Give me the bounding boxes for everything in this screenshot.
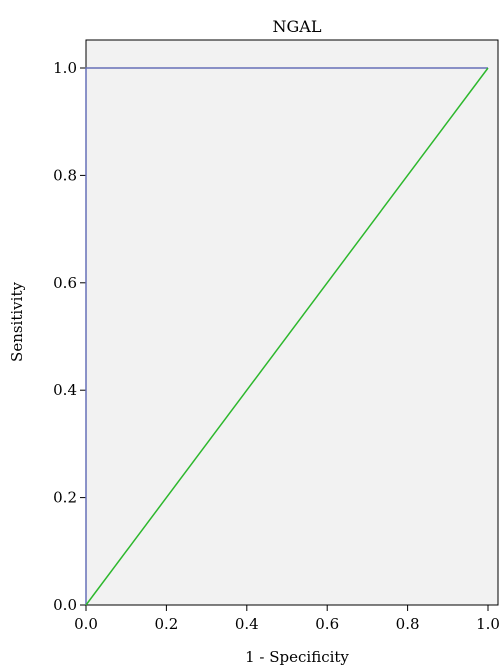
x-tick-label: 0.4 <box>235 615 259 633</box>
x-axis: 0.0 0.2 0.4 0.6 0.8 1.0 <box>74 605 499 633</box>
x-axis-label: 1 - Specificity <box>245 648 349 666</box>
y-tick-label: 0.4 <box>53 381 77 399</box>
x-tick-label: 1.0 <box>476 615 499 633</box>
plot-area <box>85 39 499 606</box>
reference-diagonal-line <box>85 67 489 606</box>
y-tick-label: 0.2 <box>53 489 77 507</box>
y-tick-label: 1.0 <box>53 59 77 77</box>
x-tick-label: 0.8 <box>396 615 420 633</box>
y-tick-label: 0.6 <box>53 274 77 292</box>
chart-title: NGAL <box>273 17 322 36</box>
y-axis-label: Sensitivity <box>8 282 26 362</box>
y-tick-label: 0.8 <box>53 166 77 184</box>
series-lines <box>85 67 489 606</box>
x-tick-label: 0.0 <box>74 615 98 633</box>
x-tick-label: 0.2 <box>154 615 178 633</box>
y-axis: 0.0 0.2 0.4 0.6 0.8 1.0 <box>53 59 86 614</box>
roc-curve-line <box>85 67 488 605</box>
y-tick-label: 0.0 <box>53 596 77 614</box>
x-tick-label: 0.6 <box>315 615 339 633</box>
